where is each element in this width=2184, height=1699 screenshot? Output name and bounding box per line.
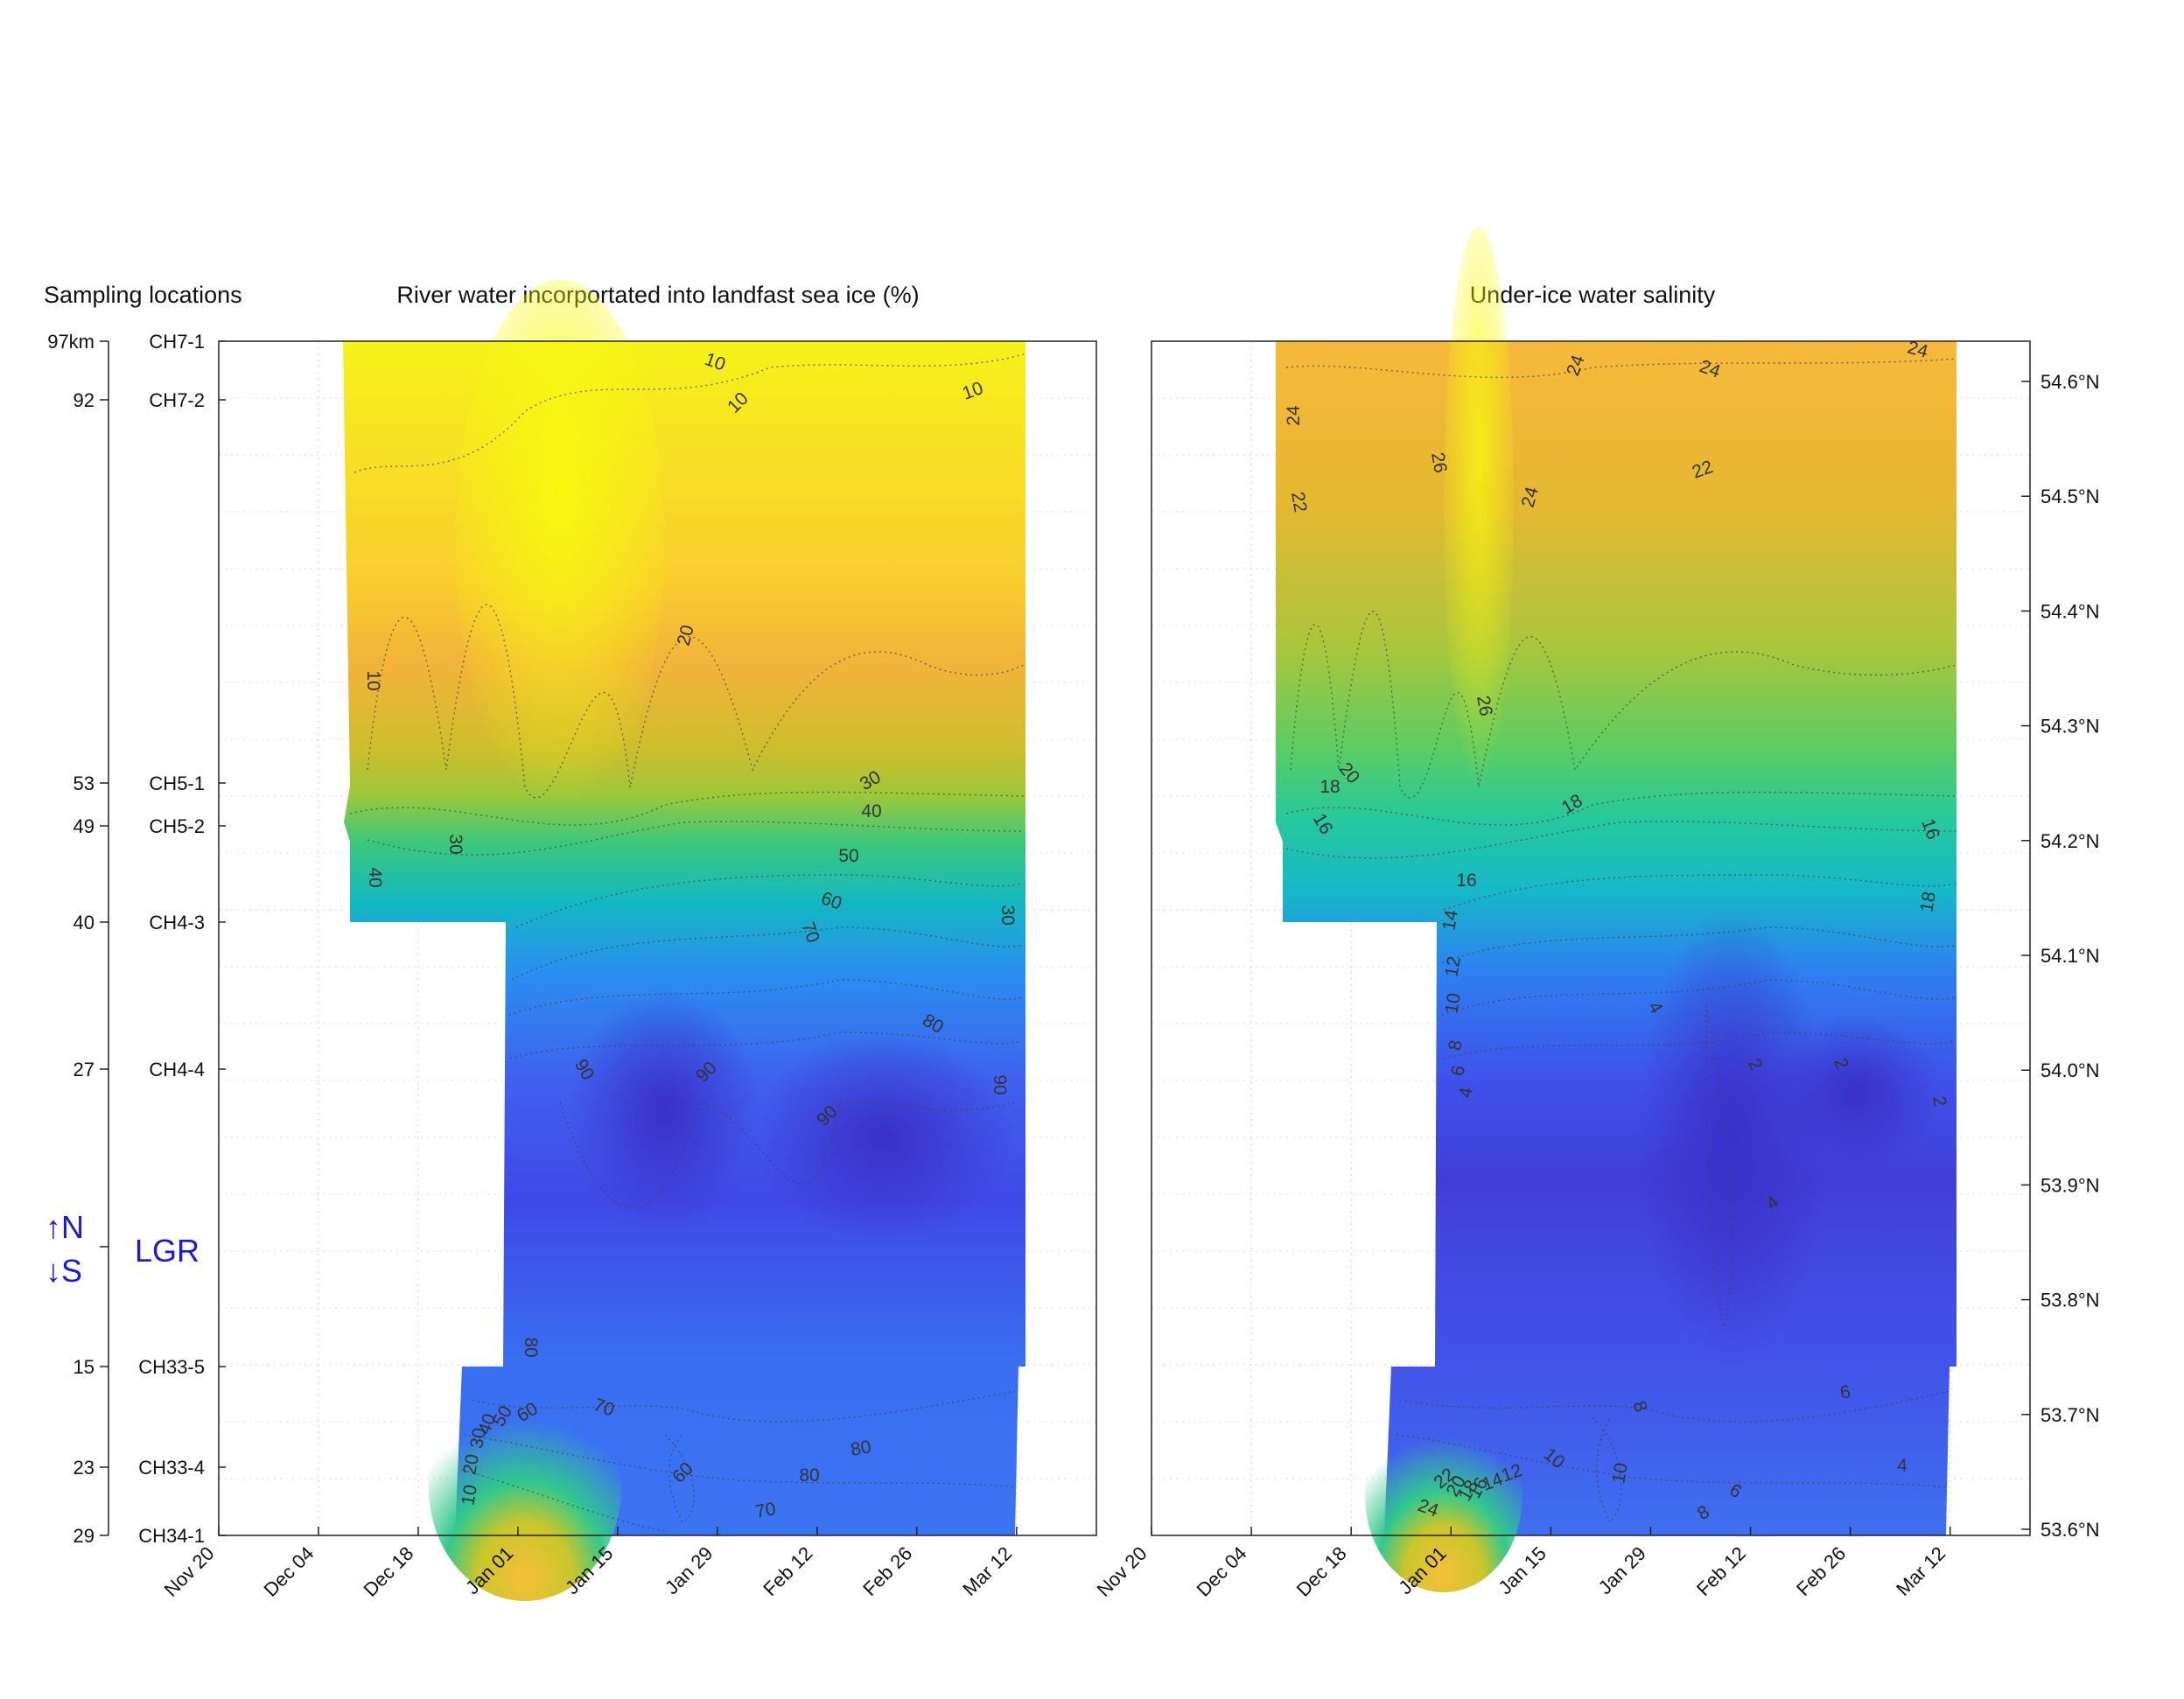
station-tick-label: CH4-4 bbox=[149, 1059, 205, 1080]
km-tick-label: 92 bbox=[74, 389, 94, 411]
south-indicator: ↓S bbox=[46, 1253, 82, 1289]
left-contour-label: 30 bbox=[445, 834, 466, 854]
right-y-axis: 54.6°N 54.5°N 54.4°N 54.3°N 54.2°N 54.1°N 54.0… bbox=[2021, 371, 2100, 1541]
station-tick-label: CH7-1 bbox=[149, 331, 205, 353]
station-tick-label: CH5-2 bbox=[149, 815, 205, 837]
right-plot-frame bbox=[1151, 340, 2031, 1536]
station-tick-label: CH4-3 bbox=[149, 912, 205, 933]
north-indicator: ↑N bbox=[46, 1209, 84, 1245]
right-contour-label: 2 bbox=[1928, 1094, 1950, 1108]
left-contour-label: 30 bbox=[466, 1426, 490, 1450]
km-tick-label: 53 bbox=[74, 773, 94, 794]
left-deep-core bbox=[752, 1032, 1015, 1242]
left-contour-label: 30 bbox=[998, 905, 1018, 925]
left-x-tick-label: Jan 29 bbox=[661, 1542, 717, 1598]
left-contour-label: 90 bbox=[990, 1074, 1010, 1094]
left-contour-label: 40 bbox=[861, 801, 881, 822]
lgr-label: LGR bbox=[135, 1233, 200, 1269]
station-tick-label: CH33-5 bbox=[138, 1356, 205, 1378]
right-contour-lines bbox=[1285, 358, 1957, 1524]
left-contour-label: 80 bbox=[849, 1437, 872, 1460]
km-tick-label: 27 bbox=[74, 1059, 94, 1080]
left-x-tick-label: Mar 12 bbox=[958, 1542, 1016, 1600]
right-x-tick-label: Dec 04 bbox=[1193, 1542, 1251, 1601]
right-high-core bbox=[1444, 227, 1514, 787]
km-tick-label: 23 bbox=[74, 1457, 94, 1479]
left-contour-label: 50 bbox=[838, 846, 858, 866]
right-x-tick-label: Feb 26 bbox=[1792, 1542, 1850, 1600]
left-contour-label: 80 bbox=[521, 1337, 541, 1357]
left-x-tick-label: Dec 04 bbox=[260, 1542, 318, 1601]
latitude-tick-label: 54.3°N bbox=[2040, 716, 2100, 738]
left-y-axis: 97km CH7-1 92 CH7-2 53 CH5-1 49 CH5-2 40 CH4-3 27 C… bbox=[47, 331, 226, 1547]
right-x-tick-label: Mar 12 bbox=[1892, 1542, 1950, 1600]
left-contour-label: 10 bbox=[458, 1483, 481, 1507]
right-x-tick-label: Dec 18 bbox=[1292, 1542, 1351, 1601]
latitude-tick-label: 54.5°N bbox=[2040, 486, 2100, 507]
left-x-tick-label: Feb 12 bbox=[759, 1542, 816, 1600]
right-deep-core bbox=[1636, 910, 1829, 1365]
km-tick-label: 15 bbox=[74, 1356, 94, 1378]
right-deep-core-2 bbox=[1768, 1015, 1942, 1172]
latitude-tick-label: 54.4°N bbox=[2040, 600, 2100, 622]
left-contour-label: 70 bbox=[753, 1499, 777, 1522]
right-contour-label: 4 bbox=[1455, 1086, 1477, 1100]
right-contour-label: 6 bbox=[1447, 1064, 1469, 1078]
left-contour-lines bbox=[349, 353, 1025, 1532]
right-contour-label: 22 bbox=[1287, 490, 1311, 514]
right-chart-title: Under-ice water salinity bbox=[1470, 282, 1716, 308]
right-contour-label: 8 bbox=[1445, 1038, 1466, 1052]
left-contour-label: 80 bbox=[799, 1465, 819, 1486]
right-contour-label: 10 bbox=[1441, 991, 1465, 1015]
latitude-tick-label: 54.6°N bbox=[2040, 371, 2100, 393]
station-tick-label: CH5-1 bbox=[149, 773, 205, 794]
left-contour-label: 40 bbox=[365, 867, 385, 887]
latitude-tick-label: 54.0°N bbox=[2040, 1059, 2100, 1081]
right-contour-label: 18 bbox=[1320, 777, 1340, 797]
station-tick-label: CH34-1 bbox=[138, 1525, 205, 1547]
right-contour-label: 26 bbox=[1473, 694, 1496, 717]
km-tick-label: 40 bbox=[74, 912, 94, 933]
right-contour-label: 14 bbox=[1438, 908, 1462, 932]
left-contour-label: 20 bbox=[459, 1452, 483, 1476]
left-low-core bbox=[455, 280, 665, 805]
right-x-axis: Nov 20 Dec 04 Dec 18 Jan 01 Jan 15 Jan 29 Feb … bbox=[1093, 1527, 1951, 1601]
right-x-tick-label: Nov 20 bbox=[1093, 1542, 1152, 1601]
station-tick-label: CH7-2 bbox=[149, 389, 205, 411]
right-contour-label: 4 bbox=[1897, 1456, 1908, 1476]
right-x-tick-label: Feb 12 bbox=[1692, 1542, 1750, 1600]
latitude-tick-label: 53.6°N bbox=[2040, 1519, 2100, 1541]
left-x-tick-label: Feb 26 bbox=[858, 1542, 916, 1600]
left-chart-title: River water incorportated into landfast … bbox=[396, 282, 919, 308]
left-south-anomaly bbox=[429, 1374, 621, 1601]
right-contour-label: 10 bbox=[1608, 1461, 1632, 1485]
right-contour-label: 12 bbox=[1441, 954, 1465, 978]
km-tick-label: 97km bbox=[47, 331, 94, 353]
sampling-locations-title: Sampling locations bbox=[44, 282, 242, 308]
latitude-tick-label: 53.9°N bbox=[2040, 1174, 2100, 1196]
right-contour-label: 18 bbox=[1916, 890, 1940, 913]
latitude-tick-label: 54.2°N bbox=[2040, 830, 2100, 852]
station-tick-label: CH33-4 bbox=[138, 1457, 205, 1479]
left-plot-frame bbox=[218, 340, 1097, 1536]
left-x-tick-label: Dec 18 bbox=[360, 1542, 418, 1601]
right-contour-label: 6 bbox=[1838, 1381, 1852, 1403]
km-tick-label: 49 bbox=[74, 815, 94, 837]
left-deep-core-2 bbox=[569, 989, 761, 1234]
right-contour-label: 24 bbox=[1284, 405, 1304, 426]
latitude-tick-label: 53.8°N bbox=[2040, 1290, 2100, 1311]
right-x-tick-label: Jan 29 bbox=[1594, 1542, 1650, 1598]
left-x-tick-label: Nov 20 bbox=[160, 1542, 219, 1601]
km-tick-label: 29 bbox=[74, 1525, 94, 1547]
latitude-tick-label: 53.7°N bbox=[2040, 1404, 2100, 1426]
right-contour-label: 26 bbox=[1427, 451, 1451, 474]
left-contour-label: 10 bbox=[363, 670, 383, 690]
right-south-anomaly bbox=[1365, 1400, 1522, 1592]
latitude-tick-label: 54.1°N bbox=[2040, 945, 2100, 967]
right-contour-label: 16 bbox=[1456, 870, 1476, 891]
